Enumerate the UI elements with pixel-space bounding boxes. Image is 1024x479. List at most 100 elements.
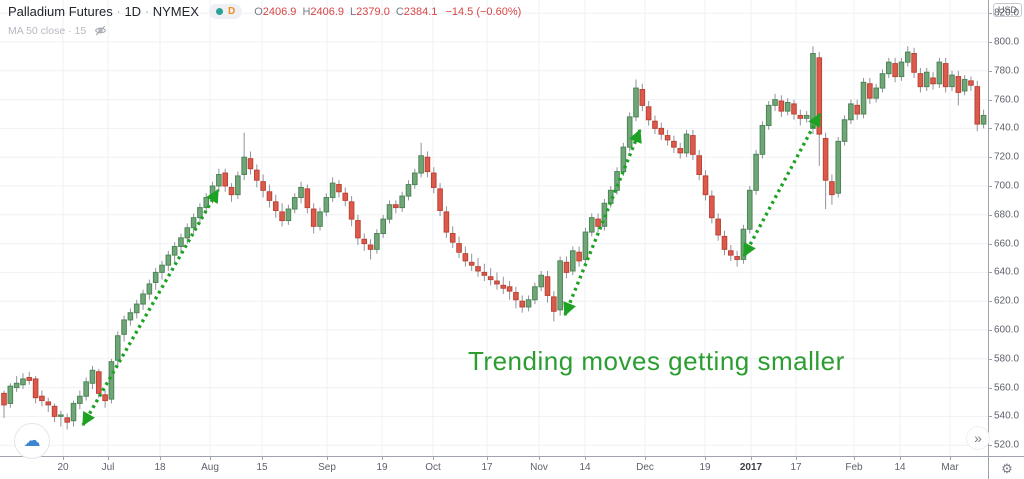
price-tick-mark (989, 42, 992, 43)
currency-badge[interactable]: USD (992, 3, 1022, 17)
candle (759, 121, 766, 159)
candle (317, 207, 323, 231)
candle (26, 371, 33, 385)
candle (140, 289, 146, 310)
price-tick-mark (989, 358, 992, 360)
candle (456, 236, 462, 258)
candle (424, 151, 431, 178)
candle (367, 239, 374, 260)
candle (955, 70, 962, 106)
candle (266, 184, 273, 208)
chart-settings-gear-icon[interactable]: ⚙ (1001, 461, 1013, 476)
candle (671, 135, 677, 153)
candle (873, 83, 879, 103)
time-tick-label: Oct (425, 462, 441, 473)
time-tick-label: Aug (201, 462, 219, 473)
time-tick-mark (108, 457, 109, 460)
candle (570, 246, 576, 276)
trend-arrow[interactable] (742, 112, 822, 258)
candle (746, 186, 753, 234)
price-tick-label: 820.0 (994, 7, 1020, 19)
candle (588, 213, 595, 237)
time-tick-label: 19 (699, 462, 711, 473)
candle (551, 291, 557, 322)
market-status-badge[interactable]: D (208, 4, 243, 19)
candle (386, 200, 393, 224)
interval-badge-letter: D (227, 6, 236, 17)
price-tick-mark (989, 272, 992, 274)
symbol-name[interactable]: Palladium Futures (8, 4, 113, 19)
time-tick-mark (950, 457, 951, 460)
candle (734, 250, 740, 267)
trend-arrow[interactable] (81, 188, 220, 427)
candle (304, 184, 311, 214)
cloud-icon: ☁ (23, 431, 41, 450)
candle (898, 57, 905, 81)
candle (538, 270, 545, 292)
time-tick-label: Feb (845, 462, 863, 473)
candle (228, 183, 235, 202)
scroll-to-recent-button[interactable]: » (966, 426, 990, 450)
interval-label[interactable]: 1D (124, 4, 142, 19)
candle (77, 390, 83, 410)
price-tick-label: 740.0 (994, 122, 1020, 134)
time-tick-mark (433, 457, 434, 460)
price-tick-mark (989, 13, 992, 15)
cloud-save-button[interactable]: ☁ (14, 423, 50, 459)
candle (664, 129, 671, 146)
candlestick-chart[interactable] (0, 0, 988, 456)
candle (487, 268, 494, 286)
time-tick-mark (796, 457, 797, 460)
chart-plot-area[interactable] (0, 0, 988, 456)
candle (430, 167, 437, 194)
price-tick-mark (989, 416, 992, 418)
candle (721, 230, 728, 256)
candle (797, 109, 804, 126)
time-tick-mark (382, 457, 383, 460)
price-tick-mark (989, 445, 992, 447)
price-tick-mark (989, 387, 992, 389)
candle (222, 168, 228, 192)
candle (519, 295, 526, 313)
price-tick-label: 540.0 (994, 410, 1020, 422)
candle (576, 246, 582, 267)
time-axis[interactable]: 20 Jul 18 Aug 15 Sep 19 Oct 17 Nov 14 Dec 19 2017 17 Fe… (0, 456, 988, 479)
candle (121, 315, 127, 342)
time-tick-label: Nov (530, 462, 548, 473)
candle (772, 93, 778, 112)
candle (879, 69, 886, 93)
candle (329, 177, 336, 202)
candle (235, 171, 241, 199)
candle (361, 233, 368, 251)
candle (418, 142, 424, 178)
candle (513, 286, 519, 309)
candle (683, 129, 690, 158)
candle (254, 164, 260, 188)
trend-arrow[interactable] (563, 128, 642, 317)
time-tick-mark (854, 457, 855, 460)
candle (715, 213, 721, 241)
candle (216, 168, 222, 192)
time-tick-mark (585, 457, 586, 460)
trend-annotation-text[interactable]: Trending moves getting smaller (468, 346, 845, 376)
candle (860, 78, 867, 119)
symbol-title-row[interactable]: Palladium Futures · 1D · NYMEX D O2406.9… (8, 4, 521, 19)
candle (917, 67, 924, 93)
price-tick-mark (989, 301, 992, 303)
candle (70, 400, 77, 427)
price-axis[interactable]: USD 820.0 800.0 780.0 760.0 740.0 720.0 700.0 6… (988, 0, 1024, 456)
visibility-toggle-icon[interactable] (94, 24, 107, 37)
candle (854, 99, 861, 120)
axes-corner: ⚙ (988, 456, 1024, 479)
candle (949, 70, 955, 91)
candle (412, 168, 418, 189)
candle (475, 258, 481, 277)
candle (626, 112, 633, 152)
candle (936, 57, 943, 89)
candle (835, 137, 842, 198)
candle (45, 397, 52, 413)
ma-indicator-label: MA 50 close · 15 (8, 24, 87, 37)
candle (20, 373, 26, 390)
time-tick-mark (487, 457, 488, 460)
